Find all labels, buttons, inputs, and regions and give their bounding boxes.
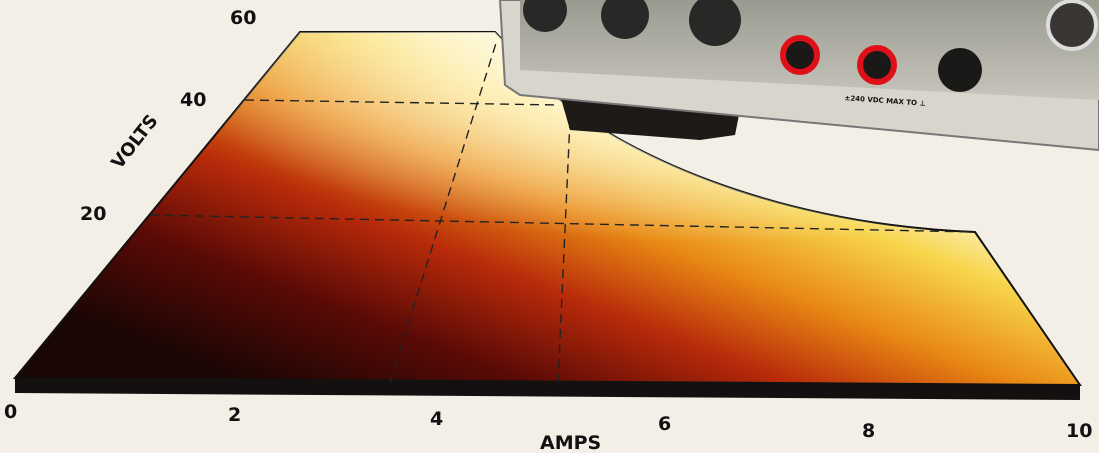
red-terminal — [780, 35, 820, 75]
black-terminal — [938, 48, 982, 92]
red-terminal — [857, 45, 897, 85]
knob — [523, 0, 567, 32]
y-tick-label: 20 — [80, 203, 106, 225]
y-tick-label: 60 — [230, 7, 256, 29]
x-tick-label: 8 — [862, 420, 875, 442]
grid-line — [244, 99, 561, 106]
x-tick-label: 10 — [1066, 420, 1092, 442]
x-tick-label: 2 — [228, 404, 241, 426]
x-axis-title: AMPS — [540, 432, 601, 453]
x-tick-label: 0 — [4, 401, 17, 423]
grid-line — [149, 214, 976, 233]
instrument: ±240 VDC MAX TO ⊥ — [498, 0, 1099, 152]
knob — [1046, 0, 1098, 51]
y-axis-title: VOLTS — [107, 111, 162, 173]
knob — [601, 0, 649, 39]
y-tick-label: 40 — [180, 89, 206, 111]
knob — [689, 0, 741, 46]
x-tick-label: 6 — [658, 413, 671, 435]
operating-area-glow — [15, 32, 1080, 385]
x-tick-label: 4 — [430, 408, 443, 430]
